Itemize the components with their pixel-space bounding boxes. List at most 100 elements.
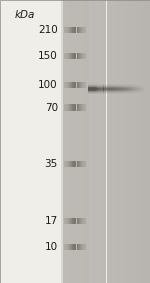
Bar (73, 244, 74, 250)
Bar (89, 86, 90, 87)
Bar (96, 88, 97, 89)
Bar (91, 84, 92, 85)
Bar (109, 90, 110, 91)
Bar (94, 93, 95, 94)
Bar (101, 92, 102, 93)
Bar (113, 93, 114, 94)
Bar (118, 84, 119, 85)
Bar (77, 0, 78, 283)
Bar (90, 94, 91, 95)
Bar (108, 92, 109, 93)
Bar (91, 91, 92, 92)
Bar (135, 90, 136, 91)
Bar (129, 84, 130, 85)
Bar (132, 90, 133, 91)
Bar (93, 87, 94, 88)
Bar (89, 83, 90, 84)
Bar (78, 244, 79, 250)
Bar (107, 92, 108, 93)
Bar (88, 92, 89, 93)
Bar (132, 85, 133, 86)
Bar (115, 84, 116, 85)
Bar (105, 93, 106, 94)
Bar (142, 91, 143, 92)
Bar (139, 87, 140, 88)
Bar (107, 89, 108, 90)
Bar (118, 85, 119, 86)
Bar (103, 89, 104, 90)
Bar (124, 91, 125, 92)
Bar (93, 86, 94, 87)
Bar (90, 88, 91, 89)
Bar (72, 82, 73, 88)
Bar (121, 0, 122, 283)
Bar (93, 94, 94, 95)
Bar (97, 83, 98, 84)
Bar (118, 90, 119, 91)
Bar (100, 92, 101, 93)
Bar (118, 89, 119, 90)
Bar (68, 0, 69, 283)
Bar (129, 93, 130, 94)
Bar (134, 87, 135, 88)
Bar (95, 88, 96, 89)
Bar (116, 87, 117, 88)
Bar (136, 86, 137, 87)
Bar (142, 90, 143, 91)
Bar (95, 90, 96, 91)
Bar (142, 88, 143, 89)
Bar (124, 89, 125, 90)
Bar (66, 244, 67, 250)
Bar (77, 82, 78, 88)
Bar (66, 218, 67, 224)
Bar (123, 92, 124, 93)
Bar (106, 84, 107, 85)
Bar (139, 90, 140, 91)
Bar (104, 88, 105, 89)
Bar (72, 27, 73, 33)
Bar (102, 87, 103, 88)
Bar (97, 86, 98, 87)
Bar (80, 0, 81, 283)
Bar (75, 0, 76, 283)
Bar (85, 53, 86, 59)
Bar (83, 27, 84, 33)
Bar (122, 88, 123, 89)
Bar (82, 244, 83, 250)
Bar (113, 0, 114, 283)
Bar (133, 0, 134, 283)
Bar (116, 92, 117, 93)
Bar (89, 85, 90, 86)
Bar (102, 86, 103, 87)
Bar (98, 88, 99, 89)
Bar (137, 91, 138, 92)
Bar (81, 27, 82, 33)
Bar (137, 85, 138, 86)
Bar (115, 91, 116, 92)
Bar (97, 88, 98, 89)
Bar (76, 244, 77, 250)
Bar (67, 0, 68, 283)
Bar (136, 0, 137, 283)
Bar (137, 87, 138, 88)
Bar (79, 27, 80, 33)
Bar (138, 90, 139, 91)
Bar (130, 90, 131, 91)
Bar (67, 161, 68, 167)
Bar (98, 90, 99, 91)
Bar (138, 92, 139, 93)
Bar (109, 85, 110, 86)
Bar (94, 89, 95, 90)
Bar (131, 85, 132, 86)
Bar (104, 93, 105, 94)
Bar (106, 86, 107, 87)
Bar (119, 86, 120, 87)
Bar (95, 83, 96, 84)
Bar (92, 88, 93, 89)
Bar (130, 93, 131, 94)
Bar (99, 86, 100, 87)
Bar (103, 92, 104, 93)
Bar (118, 87, 119, 88)
Bar (96, 87, 97, 88)
Bar (129, 89, 130, 90)
